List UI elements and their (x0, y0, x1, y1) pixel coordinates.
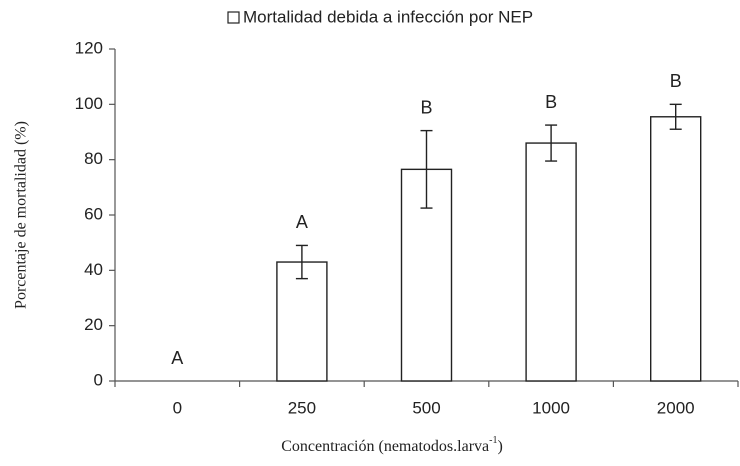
x-axis-label: Concentración (nematodos.larva-1) (281, 435, 503, 454)
y-tick-label: 60 (84, 204, 103, 223)
legend-swatch (227, 11, 240, 24)
annotation: B (420, 97, 432, 117)
x-tick-label: 250 (288, 398, 316, 417)
y-tick-label: 120 (75, 38, 103, 57)
y-tick-label: 40 (84, 260, 103, 279)
x-axis-label-sup: -1 (489, 435, 497, 446)
x-tick-label: 0 (173, 398, 182, 417)
y-tick-label: 100 (75, 94, 103, 113)
error-bar (420, 129, 433, 209)
x-tick-label: 500 (412, 398, 440, 417)
error-bar (545, 124, 558, 162)
bar (650, 116, 702, 382)
annotation: A (296, 212, 308, 232)
y-tick-label: 80 (84, 149, 103, 168)
x-tick-label: 1000 (532, 398, 570, 417)
y-tick-label: 20 (84, 315, 103, 334)
legend-label: Mortalidad debida a infección por NEP (243, 7, 533, 26)
annotation: B (670, 71, 682, 91)
error-bar (669, 103, 682, 130)
error-bar (295, 244, 308, 280)
bar (276, 261, 328, 382)
x-axis-label-main: Concentración (nematodos.larva (281, 438, 489, 455)
annotation: A (171, 348, 183, 368)
y-tick-label: 0 (94, 370, 103, 389)
bar (525, 142, 577, 382)
y-axis-label: Porcentaje de mortalidad (%) (13, 121, 30, 309)
x-axis-label-end: ) (497, 438, 502, 455)
annotation: B (545, 92, 557, 112)
x-tick-label: 2000 (657, 398, 695, 417)
